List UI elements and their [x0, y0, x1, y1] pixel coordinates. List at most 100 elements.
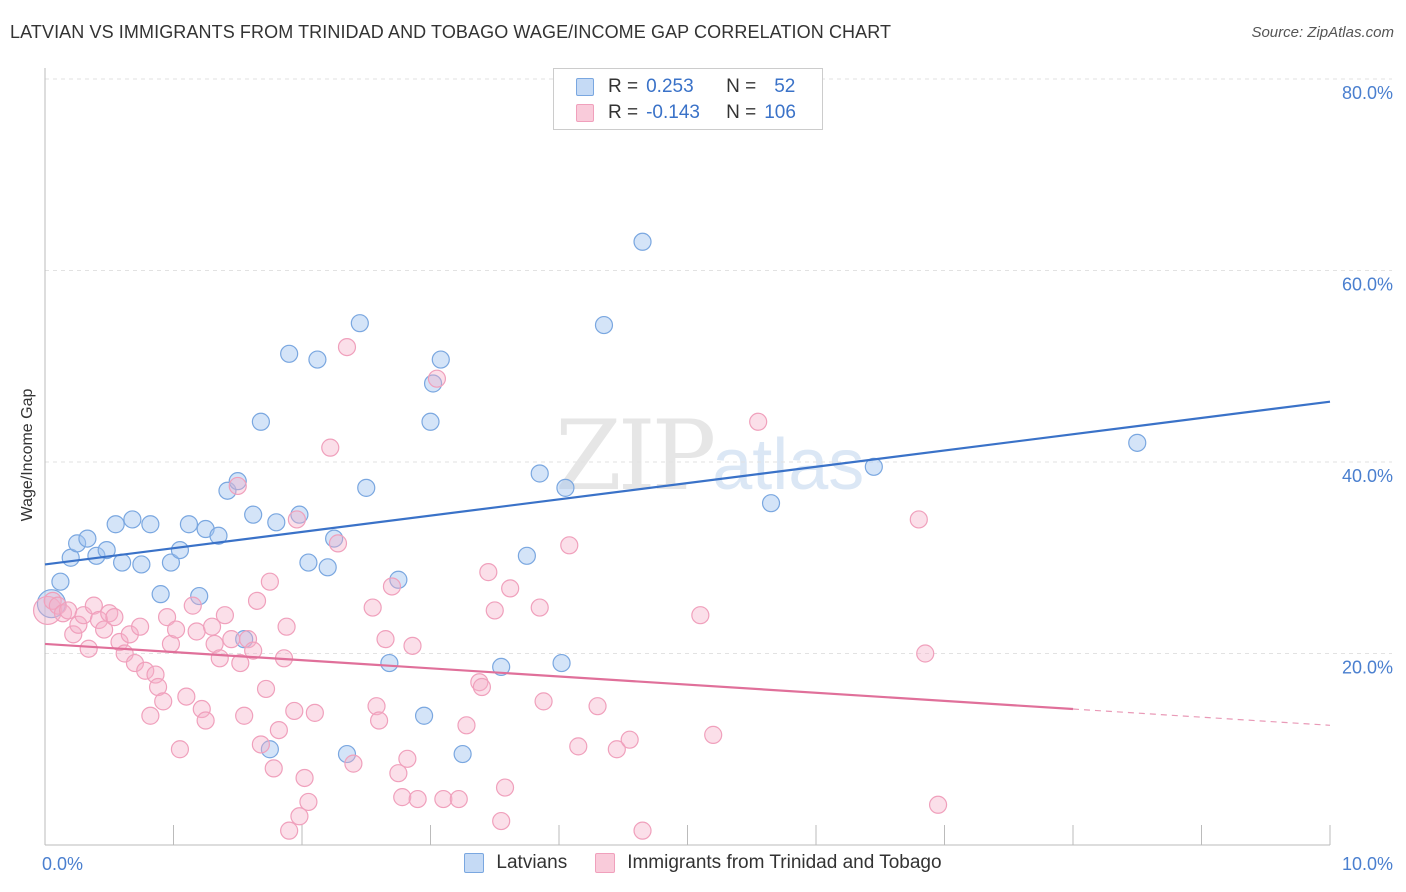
- point-trinidad: [231, 653, 250, 673]
- point-trinidad: [260, 572, 279, 591]
- point-latvians: [112, 553, 132, 572]
- series-label-trinidad: Immigrants from Trinidad and Tobago: [627, 852, 942, 873]
- point-trinidad: [534, 692, 553, 711]
- point-latvians: [556, 478, 575, 497]
- point-latvians: [337, 744, 357, 764]
- point-trinidad: [256, 679, 276, 699]
- point-trinidad: [691, 606, 710, 625]
- point-trinidad: [367, 697, 386, 716]
- point-trinidad: [120, 625, 139, 644]
- point-latvians: [389, 570, 408, 589]
- point-trinidad: [89, 610, 109, 630]
- point-trinidad: [148, 677, 168, 697]
- point-latvians: [170, 540, 190, 560]
- point-latvians: [141, 515, 160, 534]
- point-latvians: [209, 526, 228, 545]
- point-trinidad: [916, 644, 935, 663]
- point-trinidad: [449, 789, 468, 809]
- point-trinidad: [620, 730, 639, 749]
- point-latvians: [97, 540, 116, 560]
- point-trinidad: [607, 740, 626, 759]
- point-trinidad: [290, 807, 309, 826]
- point-trinidad: [403, 636, 422, 655]
- point-trinidad: [479, 563, 498, 582]
- point-trinidad: [269, 720, 288, 740]
- point-trinidad: [141, 706, 160, 725]
- point-trinidad: [95, 620, 114, 639]
- point-latvians: [299, 553, 318, 572]
- point-latvians: [594, 315, 614, 335]
- point-latvians: [51, 572, 70, 591]
- point-latvians: [68, 534, 87, 553]
- point-trinidad: [393, 788, 412, 807]
- point-trinidad: [530, 598, 549, 617]
- point-trinidad: [244, 641, 263, 660]
- point-trinidad: [222, 630, 241, 649]
- legend-row-trinidad: R = -0.143 N = 106: [576, 101, 796, 125]
- legend-r-value: 0.253: [646, 76, 694, 97]
- point-latvians: [414, 706, 434, 725]
- point-trinidad: [170, 740, 190, 759]
- point-trinidad: [130, 617, 150, 636]
- point-trinidad: [485, 601, 504, 620]
- point-trinidad: [501, 579, 520, 598]
- point-trinidad: [69, 615, 88, 634]
- point-trinidad: [157, 608, 177, 627]
- point-trinidad: [125, 653, 145, 673]
- point-latvians: [517, 546, 536, 565]
- point-trinidad: [280, 821, 299, 840]
- point-latvians: [228, 472, 247, 491]
- point-latvians: [761, 494, 781, 513]
- point-trinidad: [166, 620, 186, 639]
- watermark: ZIPatlas: [555, 400, 864, 512]
- point-latvians: [530, 464, 549, 483]
- point-trinidad: [321, 438, 340, 457]
- point-trinidad: [382, 577, 402, 596]
- trendline-trinidad: [44, 642, 1074, 711]
- legend-n-label: N =: [726, 76, 757, 97]
- point-trinidad: [457, 716, 476, 735]
- point-latvians: [633, 232, 652, 251]
- point-latvians: [357, 478, 376, 497]
- point-trinidad: [376, 630, 395, 649]
- point-latvians: [308, 350, 327, 369]
- point-latvians: [132, 555, 151, 574]
- point-latvians: [431, 350, 450, 369]
- correlation-legend: R = 0.253 N = 52 R = -0.143 N = 106: [553, 68, 823, 130]
- point-trinidad: [408, 789, 427, 809]
- point-latvians: [251, 412, 270, 431]
- point-trinidad: [277, 617, 296, 636]
- point-trinidad: [472, 677, 491, 697]
- watermark-atlas: atlas: [712, 425, 865, 505]
- point-trinidad: [202, 617, 222, 636]
- series-legend: Latvians Immigrants from Trinidad and To…: [0, 852, 1406, 874]
- point-trinidad: [398, 749, 417, 768]
- series-legend-latvians: Latvians: [464, 852, 567, 874]
- series-label-latvians: Latvians: [496, 852, 568, 873]
- point-trinidad: [187, 622, 206, 641]
- point-latvians: [318, 558, 337, 577]
- point-latvians: [190, 586, 209, 606]
- point-latvians: [123, 510, 142, 529]
- point-trinidad: [370, 711, 389, 730]
- legend-swatch-latvians: [576, 78, 594, 96]
- point-latvians: [453, 744, 472, 764]
- point-trinidad: [154, 692, 173, 711]
- point-latvians: [260, 740, 279, 759]
- point-trinidad: [228, 476, 247, 496]
- point-trinidad: [59, 601, 78, 620]
- point-latvians: [106, 515, 125, 534]
- legend-r-label: R =: [608, 102, 639, 123]
- x-tick-label: 10.0%: [1342, 854, 1393, 874]
- point-trinidad: [183, 596, 202, 615]
- point-trinidad: [928, 795, 948, 814]
- point-trinidad: [215, 606, 234, 625]
- point-latvians: [78, 529, 97, 548]
- point-trinidad: [247, 591, 267, 610]
- point-trinidad: [192, 699, 211, 719]
- point-trinidad: [105, 608, 124, 627]
- point-latvians: [179, 515, 199, 534]
- point-trinidad: [328, 534, 348, 553]
- point-trinidad: [64, 625, 83, 644]
